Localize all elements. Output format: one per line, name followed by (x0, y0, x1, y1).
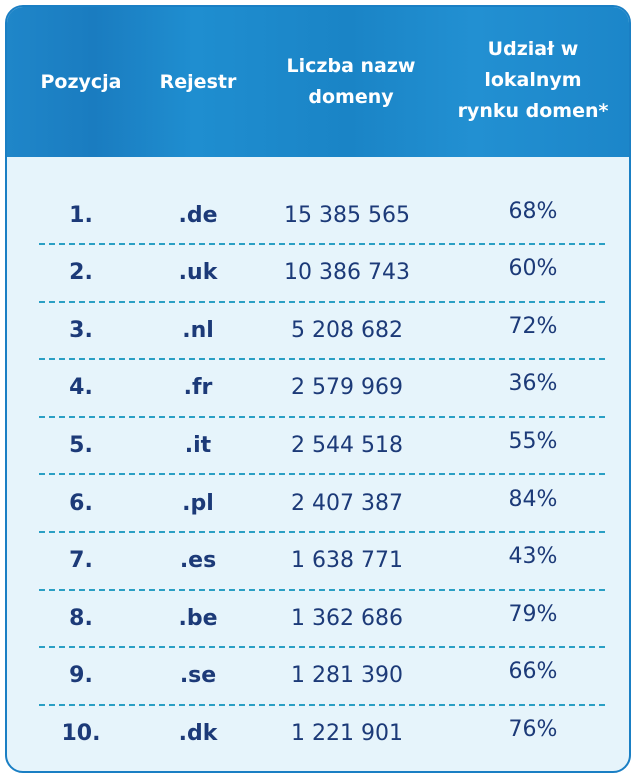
row-domain-count: 1 362 686 (291, 605, 403, 631)
row-divider (39, 415, 605, 418)
table-row: 6. .pl 2 407 387 84% (7, 481, 629, 538)
table-row: 7. .es 1 638 771 43% (7, 539, 629, 596)
row-registry: .be (178, 605, 218, 631)
header-domain-count: Liczba nazw domeny (255, 7, 447, 157)
row-position: 5. (69, 432, 93, 458)
table-row: 9. .se 1 281 390 66% (7, 654, 629, 711)
header-market-share: Udział w lokalnym rynku domen* (447, 7, 619, 157)
table-row: 5. .it 2 544 518 55% (7, 423, 629, 480)
table-row: 3. .nl 5 208 682 72% (7, 308, 629, 365)
row-divider (39, 243, 605, 245)
row-divider (39, 358, 605, 361)
row-domain-count: 1 221 901 (291, 720, 403, 746)
header-position: Pozycja (21, 7, 141, 157)
row-market-share: 55% (508, 428, 558, 454)
row-market-share: 68% (508, 198, 558, 224)
row-registry: .se (179, 663, 217, 689)
row-domain-count: 15 385 565 (284, 202, 410, 228)
header-position-label: Pozycja (40, 70, 122, 93)
row-position: 9. (69, 663, 93, 689)
row-market-share: 84% (508, 486, 558, 512)
row-position: 8. (69, 605, 93, 631)
row-divider (39, 531, 605, 533)
row-market-share: 76% (508, 716, 558, 742)
header-count-line1: Liczba nazw (286, 55, 416, 77)
table-header: Pozycja Rejestr Liczba nazw domeny Udzia… (7, 7, 629, 157)
row-domain-count: 1 281 390 (291, 663, 403, 689)
row-market-share: 43% (508, 544, 558, 570)
row-registry: .dk (178, 720, 218, 746)
row-registry: .fr (183, 375, 213, 401)
row-domain-count: 2 407 387 (291, 490, 403, 516)
row-market-share: 72% (508, 313, 558, 339)
header-count-line2: domeny (308, 86, 394, 108)
row-position: 2. (69, 260, 93, 286)
row-position: 7. (69, 548, 93, 574)
row-market-share: 36% (508, 371, 558, 397)
row-position: 6. (69, 490, 93, 516)
row-market-share: 66% (508, 659, 558, 685)
table-row: 2. .uk 10 386 743 60% (7, 251, 629, 308)
row-domain-count: 5 208 682 (291, 317, 403, 343)
row-registry: .de (178, 202, 218, 228)
domain-ranking-table: Pozycja Rejestr Liczba nazw domeny Udzia… (5, 5, 631, 773)
table-row: 1. .de 15 385 565 68% (7, 193, 629, 250)
table-row: 4. .fr 2 579 969 36% (7, 366, 629, 423)
row-divider (39, 703, 605, 706)
row-registry: .it (184, 432, 212, 458)
row-registry: .pl (182, 490, 214, 516)
row-domain-count: 1 638 771 (291, 548, 403, 574)
row-registry: .uk (178, 260, 218, 286)
row-domain-count: 2 579 969 (291, 375, 403, 401)
row-registry: .nl (182, 317, 214, 343)
row-divider (39, 473, 605, 476)
table-row: 8. .be 1 362 686 79% (7, 596, 629, 653)
row-divider (39, 588, 605, 591)
header-share-line3: rynku domen* (457, 99, 609, 122)
header-share-line1: Udział w (487, 37, 579, 60)
row-position: 3. (69, 317, 93, 343)
row-domain-count: 10 386 743 (284, 260, 410, 286)
row-domain-count: 2 544 518 (291, 432, 403, 458)
row-position: 4. (69, 375, 93, 401)
row-market-share: 60% (508, 256, 558, 282)
row-divider (39, 300, 605, 303)
row-position: 10. (61, 720, 101, 746)
row-registry: .es (179, 548, 217, 574)
table-row: 10. .dk 1 221 901 76% (7, 711, 629, 768)
header-share-line2: lokalnym (484, 68, 582, 91)
header-registry-label: Rejestr (159, 70, 237, 93)
row-position: 1. (69, 202, 93, 228)
row-divider (39, 646, 605, 649)
header-registry: Rejestr (143, 7, 253, 157)
row-market-share: 79% (508, 601, 558, 627)
